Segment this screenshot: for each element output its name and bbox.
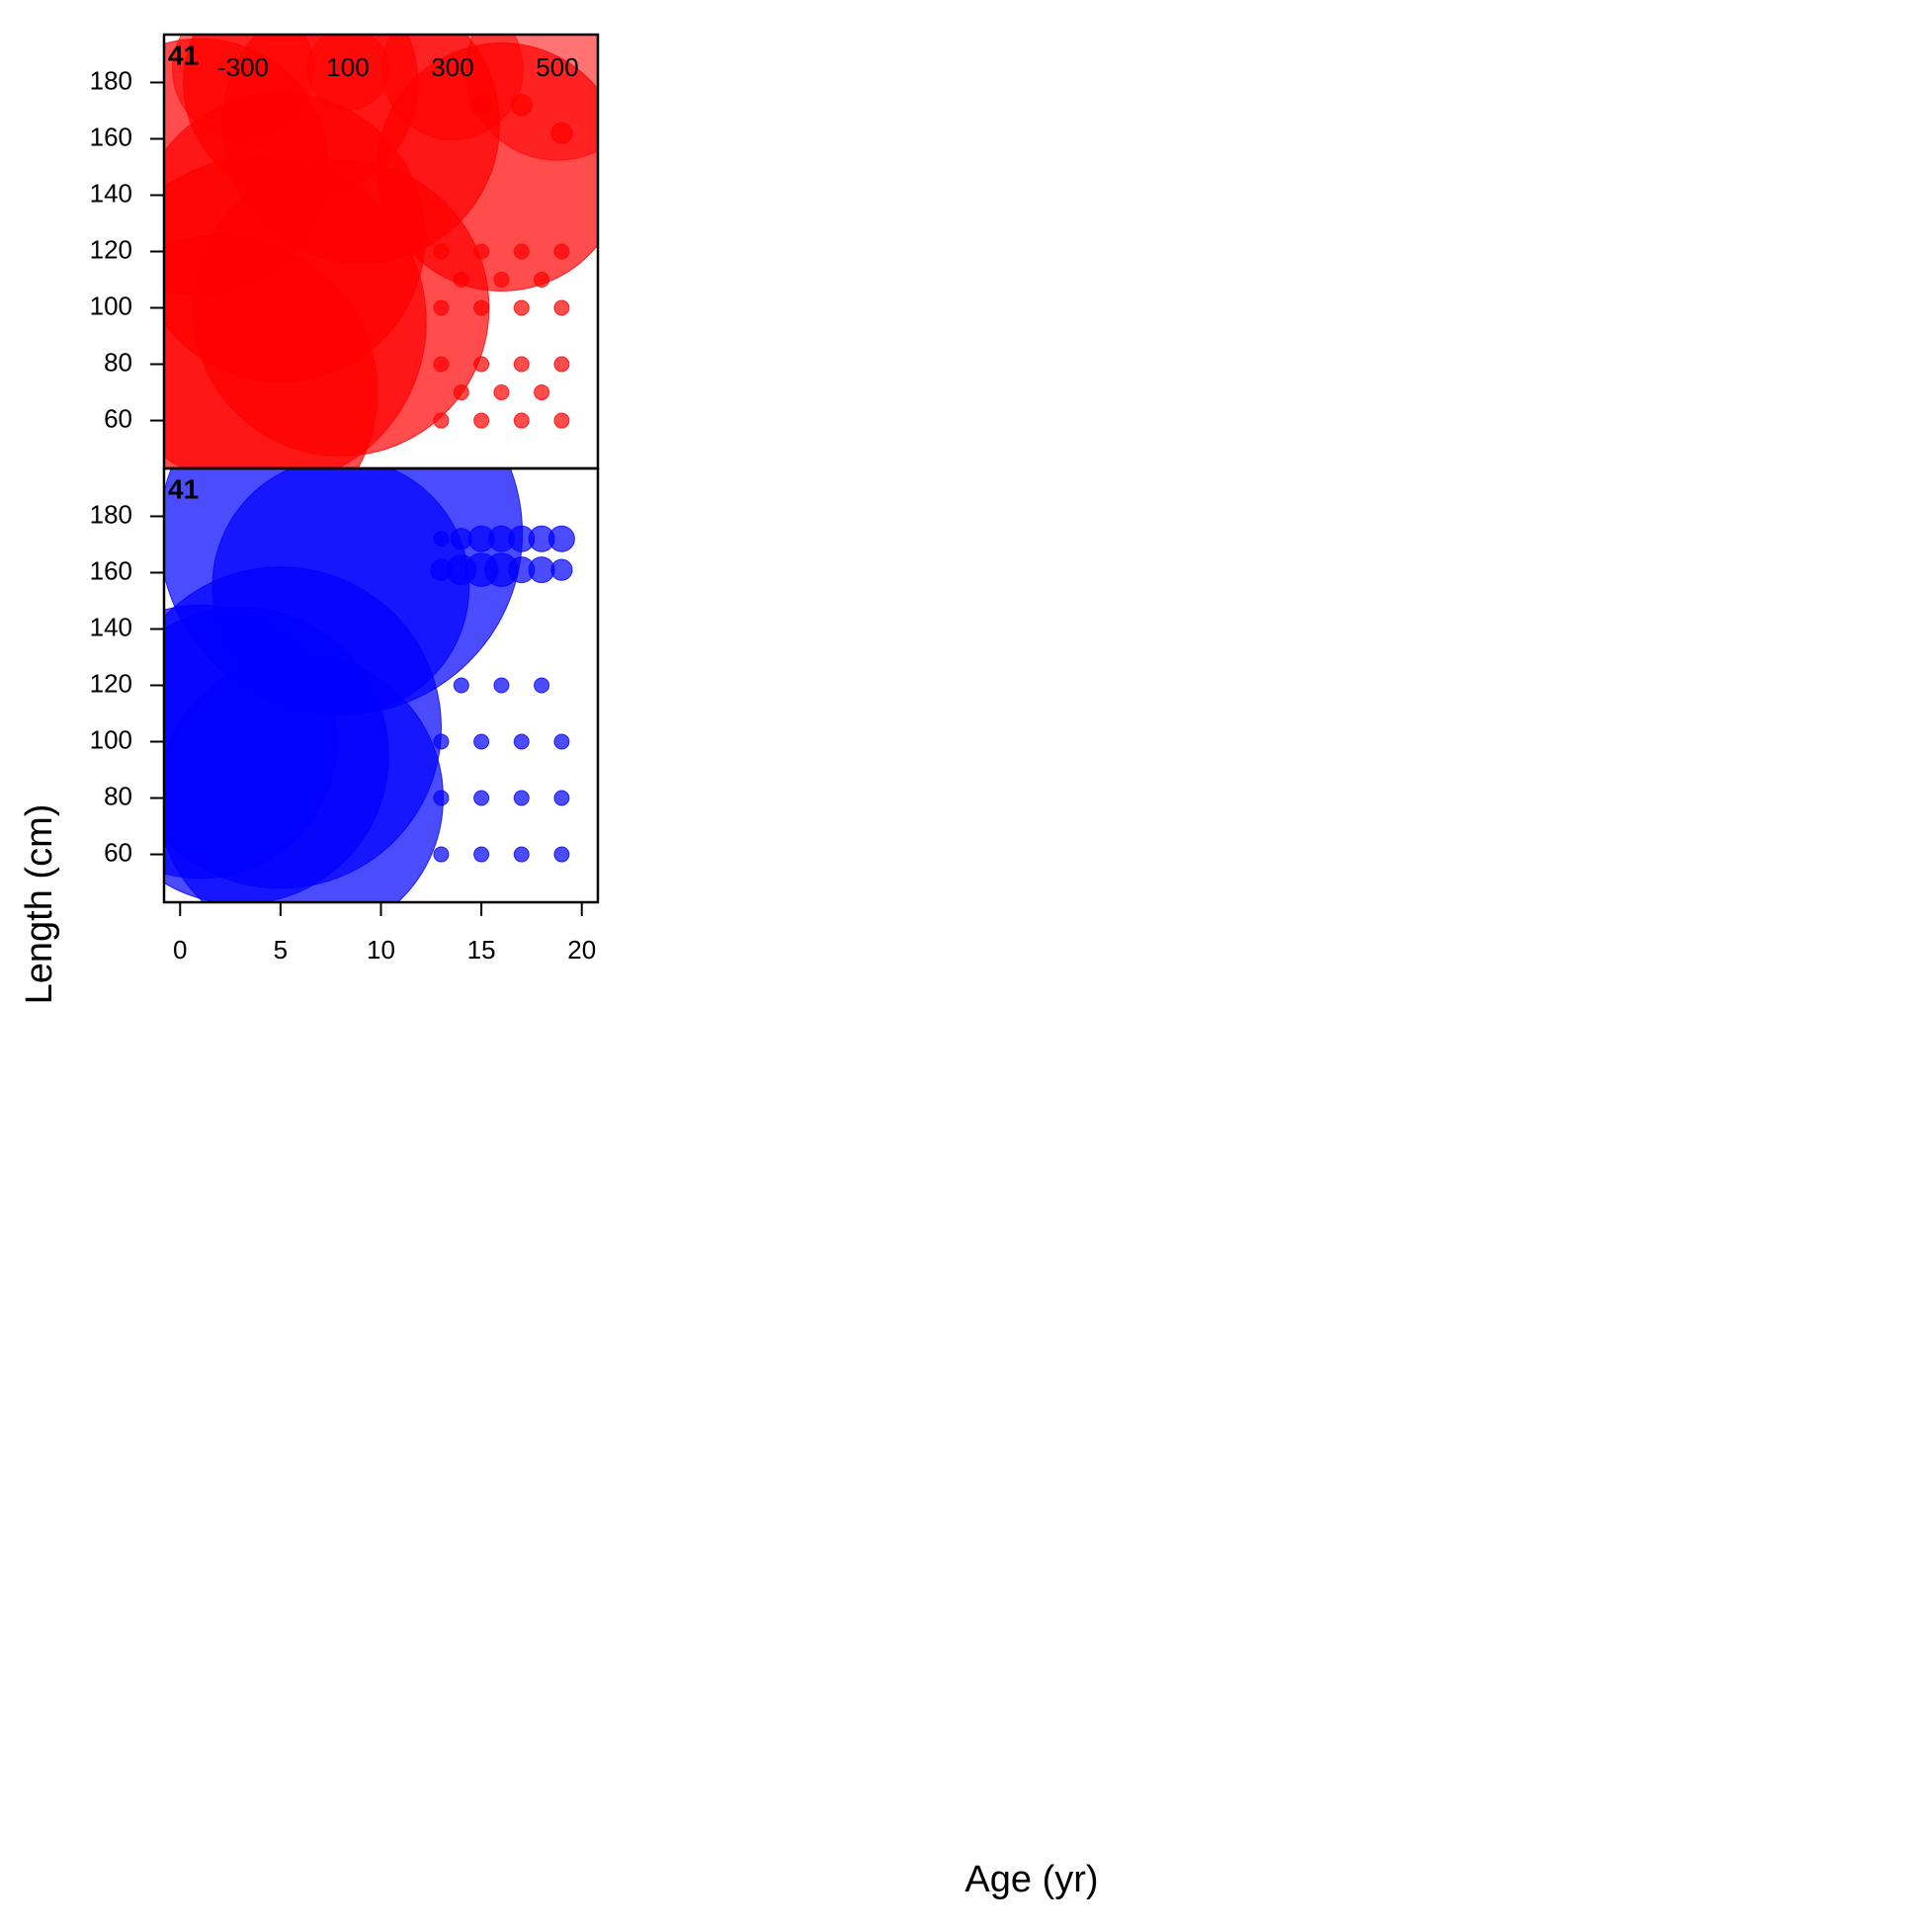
legend-label: 500 bbox=[536, 52, 578, 82]
bubble bbox=[553, 299, 570, 316]
bubble bbox=[553, 412, 570, 429]
y-tick-label: 80 bbox=[104, 347, 132, 377]
bubble bbox=[553, 243, 570, 260]
bubble bbox=[473, 412, 490, 429]
y-tick-label: 140 bbox=[90, 612, 132, 641]
y-tick-label: 100 bbox=[90, 724, 132, 754]
y-tick-label: 80 bbox=[104, 781, 132, 810]
bubble bbox=[493, 272, 510, 289]
bubble bbox=[433, 299, 450, 316]
y-tick-label: 120 bbox=[90, 234, 132, 264]
bubble bbox=[553, 733, 570, 750]
bubble bbox=[433, 790, 450, 806]
bubble bbox=[433, 846, 450, 863]
bubble bbox=[534, 384, 550, 401]
bubble bbox=[453, 384, 469, 401]
y-tick-label: 180 bbox=[90, 65, 132, 95]
bubble bbox=[513, 790, 530, 806]
bubble bbox=[550, 558, 573, 581]
y-tick-label: 60 bbox=[104, 837, 132, 867]
x-tick-label: 5 bbox=[274, 935, 288, 965]
y-tick-label: 160 bbox=[90, 122, 132, 151]
bubble bbox=[433, 412, 450, 429]
bubble bbox=[534, 272, 550, 289]
bubble bbox=[553, 356, 570, 373]
bubble bbox=[473, 243, 490, 260]
y-tick-label: 100 bbox=[90, 291, 132, 320]
bubble bbox=[493, 384, 510, 401]
bubble bbox=[493, 677, 510, 694]
y-tick-label: 60 bbox=[104, 403, 132, 433]
x-axis-label: Age (yr) bbox=[964, 1859, 1098, 1900]
y-tick-label: 160 bbox=[90, 555, 132, 585]
panel bbox=[164, 468, 575, 902]
panel-label: 41 bbox=[168, 40, 199, 70]
bubble bbox=[513, 356, 530, 373]
bubble bbox=[528, 556, 555, 584]
bubble bbox=[553, 790, 570, 806]
bubble bbox=[513, 846, 530, 863]
legend-label: 100 bbox=[326, 52, 369, 82]
bubble bbox=[164, 654, 444, 902]
y-tick-label: 120 bbox=[90, 668, 132, 698]
bubble bbox=[473, 846, 490, 863]
legend-label: 300 bbox=[431, 52, 473, 82]
bubble bbox=[433, 733, 450, 750]
y-tick-label: 180 bbox=[90, 499, 132, 529]
panel-label: 41 bbox=[168, 473, 199, 504]
bubble bbox=[473, 356, 490, 373]
bubble bbox=[553, 846, 570, 863]
bubble bbox=[164, 92, 426, 382]
bubble bbox=[513, 299, 530, 316]
panel bbox=[164, 35, 598, 468]
x-tick-label: 0 bbox=[173, 935, 187, 965]
y-axis-label: Length (cm) bbox=[19, 804, 60, 1005]
bubble bbox=[453, 272, 469, 289]
bubble bbox=[513, 412, 530, 429]
bubble bbox=[547, 525, 575, 552]
bubble bbox=[513, 243, 530, 260]
bubble bbox=[433, 531, 450, 547]
bubble bbox=[534, 677, 550, 694]
bubble bbox=[433, 356, 450, 373]
legend-bubble bbox=[465, 35, 598, 161]
x-tick-label: 10 bbox=[367, 935, 395, 965]
bubble bbox=[513, 733, 530, 750]
bubble bbox=[473, 790, 490, 806]
x-tick-label: 15 bbox=[467, 935, 496, 965]
x-tick-label: 20 bbox=[567, 935, 596, 965]
bubble bbox=[453, 677, 469, 694]
bubble bbox=[433, 243, 450, 260]
bubble bbox=[473, 299, 490, 316]
legend-label: -300 bbox=[217, 52, 269, 82]
bubble bbox=[473, 733, 490, 750]
y-tick-label: 140 bbox=[90, 178, 132, 208]
